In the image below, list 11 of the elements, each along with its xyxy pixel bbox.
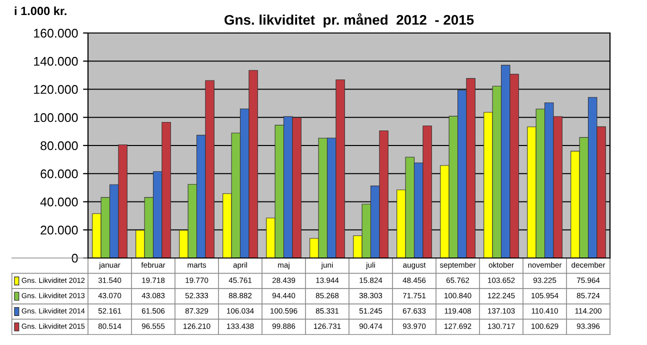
y-tick-label: 160.000 [34, 28, 78, 38]
y-axis-title: i 1.000 kr. [14, 6, 66, 16]
y-tick-label: 100.000 [34, 113, 78, 122]
y-tick-label: 140.000 [34, 56, 78, 66]
y-tick-label: 80.000 [40, 141, 78, 150]
chart-title: Gns. likviditet pr. måned 2012 - 2015 [224, 13, 474, 28]
y-tick-label: 20.000 [40, 226, 78, 235]
y-tick-label: 120.000 [34, 85, 78, 94]
y-tick-label: 0 [72, 254, 78, 263]
y-tick-label: 40.000 [40, 198, 78, 206]
y-tick-label: 60.000 [40, 169, 78, 178]
